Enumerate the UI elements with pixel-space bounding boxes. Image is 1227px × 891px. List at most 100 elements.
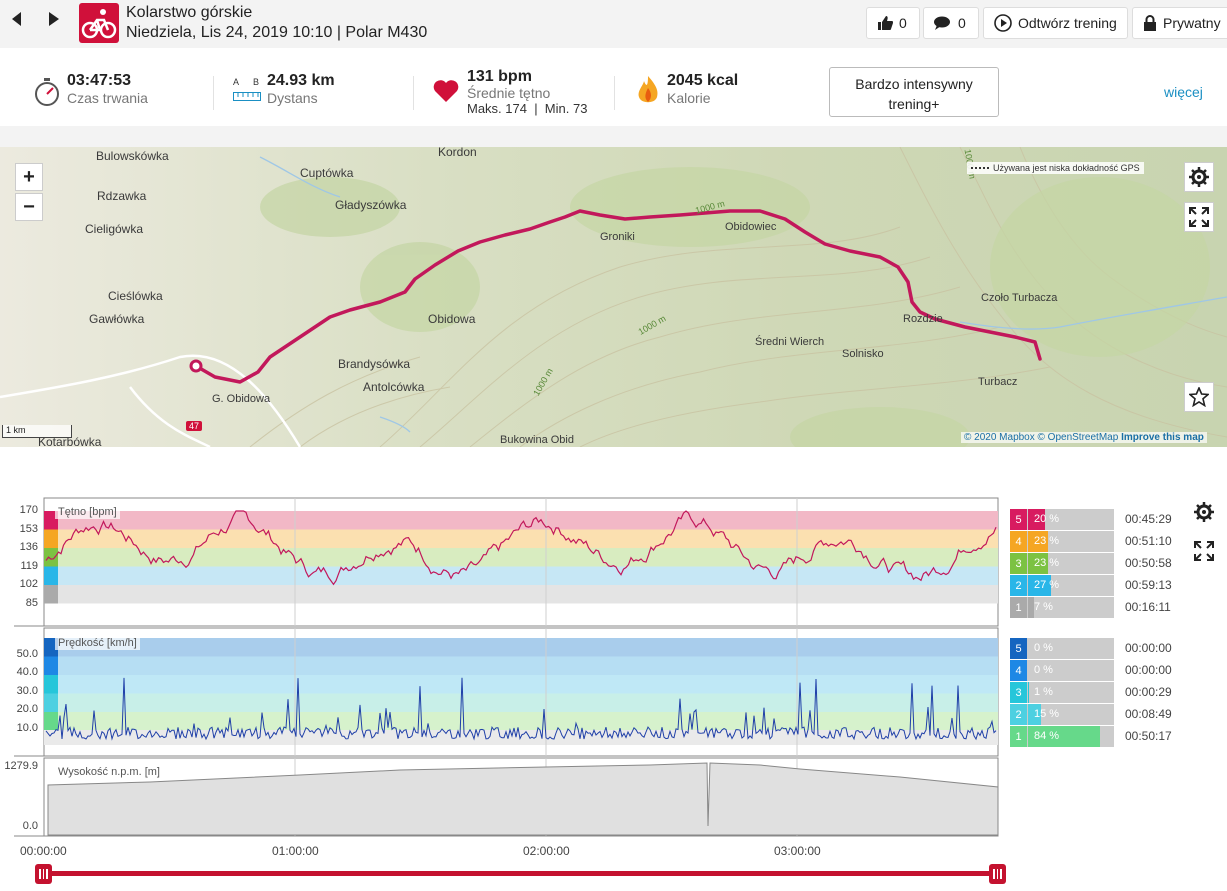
- hr-zone-marker: [44, 548, 58, 567]
- zoom-out-button[interactable]: −: [15, 193, 43, 221]
- zone-percent-bar: [1028, 531, 1048, 552]
- hr-zone-row: 3 23 %: [1010, 553, 1114, 574]
- comment-button[interactable]: 0: [923, 7, 979, 39]
- hr-zone-time: 00:50:58: [1125, 556, 1172, 570]
- zone-percent-bar: [1028, 509, 1046, 530]
- zone-number: 3: [1010, 682, 1027, 703]
- altitude-chart-label: Wysokość n.p.m. [m]: [55, 765, 163, 779]
- timeline-tick: 00:00:00: [20, 844, 67, 858]
- hr-zone-time: 00:16:11: [1125, 600, 1171, 614]
- chart-fullscreen-button[interactable]: [1189, 536, 1219, 566]
- divider: [614, 76, 615, 110]
- back-button[interactable]: [0, 6, 34, 32]
- heart-rate-stat: 131 bpm Średnie tętno Maks. 174 | Min. 7…: [467, 68, 587, 116]
- distance-icon-a: A: [233, 77, 240, 87]
- calories-label: Kalorie: [667, 90, 711, 106]
- duration-stat: 03:47:53 Czas trwania: [67, 72, 148, 106]
- charts-canvas[interactable]: [0, 447, 1010, 891]
- speed-zone-time: 00:00:00: [1125, 641, 1172, 655]
- distance-value: 24.93 km: [267, 72, 335, 89]
- speed-tick: 30.0: [16, 685, 38, 697]
- summary-bar: 03:47:53 Czas trwania A B 24.93 km Dysta…: [0, 60, 1227, 126]
- map-place-label: Cuptówka: [300, 166, 354, 180]
- map-settings-button[interactable]: [1184, 162, 1214, 192]
- privacy-button[interactable]: Prywatny: [1132, 7, 1227, 39]
- map-place-label: Rdzawka: [97, 189, 147, 203]
- replay-label: Odtwórz trening: [1018, 15, 1117, 31]
- zone-number: 2: [1010, 575, 1027, 596]
- hr-zone-row: 4 23 %: [1010, 531, 1114, 552]
- hr-zone-band: [44, 548, 998, 567]
- dotted-line-icon: [971, 167, 989, 169]
- favorite-route-button[interactable]: [1184, 382, 1214, 412]
- speed-zone-time: 00:08:49: [1125, 707, 1172, 721]
- calories-stat: 2045 kcal Kalorie: [667, 72, 738, 106]
- calories-value: 2045 kcal: [667, 72, 739, 89]
- road-number-badge: 47: [186, 421, 203, 431]
- replay-training-button[interactable]: Odtwórz trening: [983, 7, 1128, 39]
- zone-percent: 20 %: [1034, 513, 1060, 525]
- speed-tick: 50.0: [16, 648, 38, 660]
- speed-zone-time: 00:00:00: [1125, 663, 1172, 677]
- route-map[interactable]: Kordon Bulowskówka Cuptówka Rdzawka Gład…: [0, 147, 1227, 447]
- zone-percent: 27 %: [1034, 579, 1060, 591]
- zone-percent: 23 %: [1034, 557, 1060, 569]
- zone-number: 5: [1010, 638, 1027, 659]
- zone-number: 1: [1010, 726, 1027, 747]
- zone-percent-bar: [1028, 597, 1035, 618]
- fullscreen-icon: [1189, 207, 1209, 227]
- speed-series-line: [45, 677, 997, 741]
- hr-series-line: [45, 510, 997, 586]
- improve-map-link[interactable]: Improve this map: [1121, 432, 1204, 443]
- zone-percent: 7 %: [1034, 601, 1053, 613]
- mapbox-link[interactable]: © 2020 Mapbox: [964, 432, 1035, 443]
- hr-zone-time: 00:59:13: [1125, 578, 1172, 592]
- map-place-label: Kordon: [438, 147, 477, 159]
- like-button[interactable]: 0: [866, 7, 920, 39]
- gear-icon: [1189, 167, 1209, 187]
- gps-accuracy-notice: Używana jest niska dokładność GPS: [967, 162, 1144, 174]
- zone-percent-bar: [1028, 575, 1052, 596]
- speed-zone-time: 00:50:17: [1125, 729, 1172, 743]
- comment-count: 0: [958, 15, 966, 31]
- map-attribution: © 2020 Mapbox © OpenStreetMap Improve th…: [961, 432, 1207, 443]
- hr-zone-band: [44, 529, 998, 548]
- map-fullscreen-button[interactable]: [1184, 202, 1214, 232]
- zone-number: 5: [1010, 509, 1027, 530]
- range-start-handle[interactable]: [35, 864, 52, 884]
- divider: [213, 76, 214, 110]
- hr-zone-row: 2 27 %: [1010, 575, 1114, 596]
- map-place-label: Rozdzie: [903, 313, 943, 325]
- speed-zone-marker: [44, 693, 58, 712]
- map-place-label: Antolcówka: [363, 380, 425, 394]
- zone-percent: 1 %: [1034, 686, 1053, 698]
- mountain-bike-icon: [79, 3, 119, 43]
- duration-value: 03:47:53: [67, 72, 132, 89]
- chart-settings-button[interactable]: [1189, 497, 1219, 527]
- osm-link[interactable]: © OpenStreetMap: [1037, 432, 1119, 443]
- speed-zone-marker: [44, 656, 58, 675]
- fullscreen-icon: [1194, 541, 1214, 561]
- speed-zone-band: [44, 638, 998, 657]
- timeline-range-bar[interactable]: [44, 871, 998, 876]
- zone-percent-bar: [1028, 553, 1048, 574]
- speed-zone-marker: [44, 638, 58, 657]
- charts-panel: Tętno [bpm] Prędkość [km/h] Wysokość n.p…: [0, 447, 1227, 891]
- privacy-label: Prywatny: [1163, 15, 1221, 31]
- distance-label: Dystans: [267, 90, 318, 106]
- forward-button[interactable]: [37, 6, 71, 32]
- speed-zone-row: 3 1 %: [1010, 682, 1114, 703]
- speed-zone-row: 2 15 %: [1010, 704, 1114, 725]
- zoom-in-button[interactable]: +: [15, 163, 43, 191]
- map-scale: 1 km: [2, 425, 72, 438]
- speed-zone-band: [44, 712, 998, 731]
- range-end-handle[interactable]: [989, 864, 1006, 884]
- zone-percent-bar: [1028, 704, 1041, 725]
- star-icon: [1189, 387, 1209, 407]
- more-link[interactable]: więcej: [1164, 84, 1203, 100]
- training-benefit-button[interactable]: Bardzo intensywny trening+: [829, 67, 999, 117]
- hr-tick: 85: [25, 597, 38, 609]
- speed-zone-band: [44, 693, 998, 712]
- map-place-label: Groniki: [600, 231, 635, 243]
- speed-chart-label: Prędkość [km/h]: [55, 636, 140, 650]
